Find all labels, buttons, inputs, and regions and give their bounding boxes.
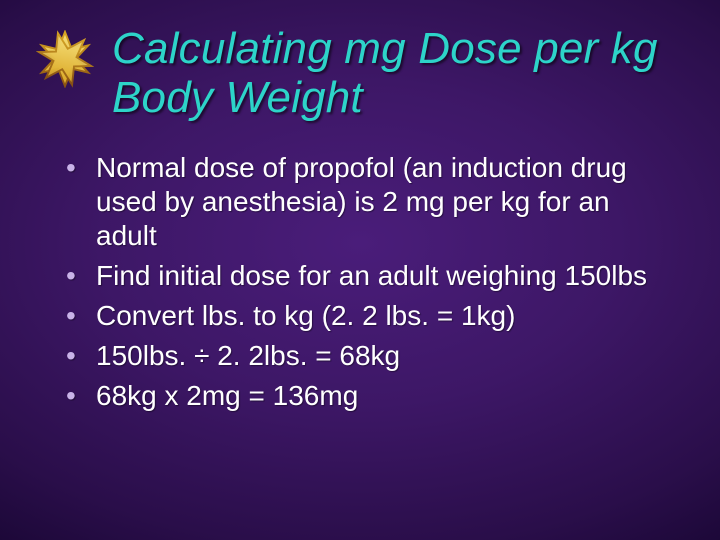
list-item: 68kg x 2mg = 136mg — [60, 379, 660, 413]
list-item: Normal dose of propofol (an induction dr… — [60, 151, 660, 253]
list-item: Find initial dose for an adult weighing … — [60, 259, 660, 293]
slide-title: Calculating mg Dose per kg Body Weight — [112, 24, 680, 123]
list-item: 150lbs. ÷ 2. 2lbs. = 68kg — [60, 339, 660, 373]
slide-container: Calculating mg Dose per kg Body Weight N… — [0, 0, 720, 540]
title-row: Calculating mg Dose per kg Body Weight — [0, 0, 720, 141]
bullet-list: Normal dose of propofol (an induction dr… — [60, 151, 660, 414]
list-item: Convert lbs. to kg (2. 2 lbs. = 1kg) — [60, 299, 660, 333]
starburst-icon — [36, 30, 94, 93]
